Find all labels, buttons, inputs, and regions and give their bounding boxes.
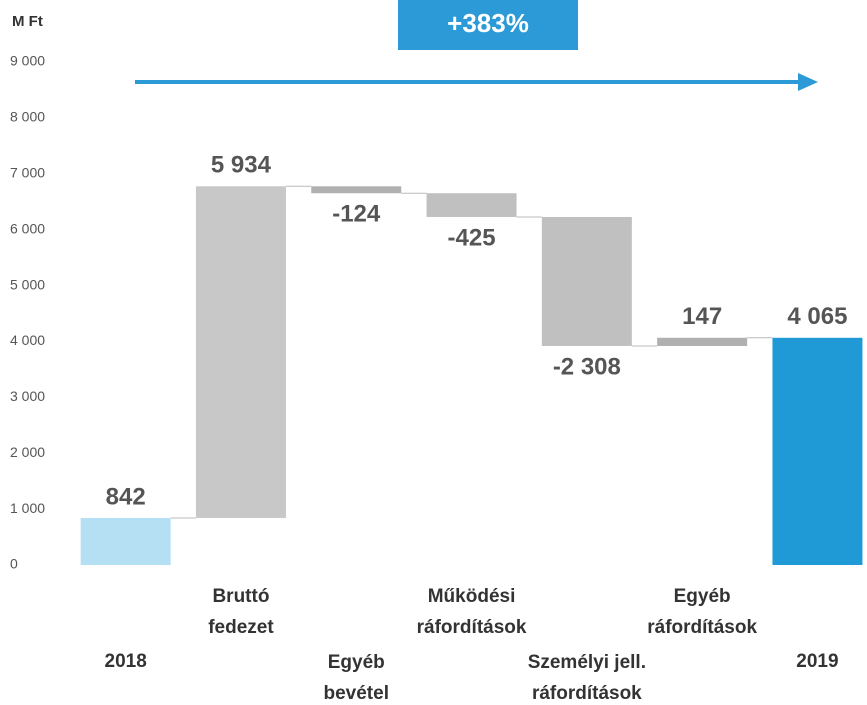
- x-tick-label: Bruttó: [212, 586, 269, 607]
- y-tick-label: 7 000: [10, 164, 45, 180]
- annotation: +383%: [447, 8, 529, 38]
- bar: [426, 193, 517, 217]
- y-tick-label: 3 000: [10, 388, 45, 404]
- x-tick-label: 2018: [105, 651, 147, 672]
- bar: [311, 186, 402, 194]
- y-tick-label: 6 000: [10, 220, 45, 236]
- x-tick-label: Egyéb: [328, 652, 385, 673]
- value-label: 4 065: [787, 303, 847, 330]
- value-label: -2 308: [553, 353, 621, 380]
- x-tick-label: fedezet: [208, 617, 274, 638]
- value-label: 147: [682, 303, 722, 330]
- y-tick-label: 1 000: [10, 500, 45, 516]
- unit-label: M Ft: [12, 13, 43, 30]
- value-label: 5 934: [211, 152, 272, 179]
- y-tick-label: 9 000: [10, 53, 45, 69]
- x-tick-label: bevétel: [324, 683, 389, 704]
- bar: [195, 186, 286, 518]
- bar: [541, 216, 632, 346]
- y-tick-label: 4 000: [10, 332, 45, 348]
- x-tick-label: ráfordítások: [532, 683, 642, 704]
- arrow-head: [798, 73, 818, 91]
- value-label: -425: [448, 224, 496, 251]
- x-tick-label: 2019: [796, 651, 838, 672]
- x-tick-label: Egyéb: [674, 586, 731, 607]
- y-tick-label: 5 000: [10, 276, 45, 292]
- x-tick-label: ráfordítások: [647, 617, 757, 638]
- value-label: 842: [106, 483, 146, 510]
- y-tick-label: 2 000: [10, 444, 45, 460]
- y-tick-label: 8 000: [10, 109, 45, 125]
- x-tick-label: Működési: [428, 586, 516, 607]
- bar: [80, 517, 171, 565]
- annotation-box: [398, 0, 578, 50]
- y-tick-label: 0: [10, 556, 18, 572]
- x-tick-label: Személyi jell.: [528, 652, 646, 673]
- bar: [772, 337, 863, 565]
- value-label: -124: [332, 201, 381, 228]
- x-tick-label: ráfordítások: [417, 617, 527, 638]
- bar: [657, 337, 748, 346]
